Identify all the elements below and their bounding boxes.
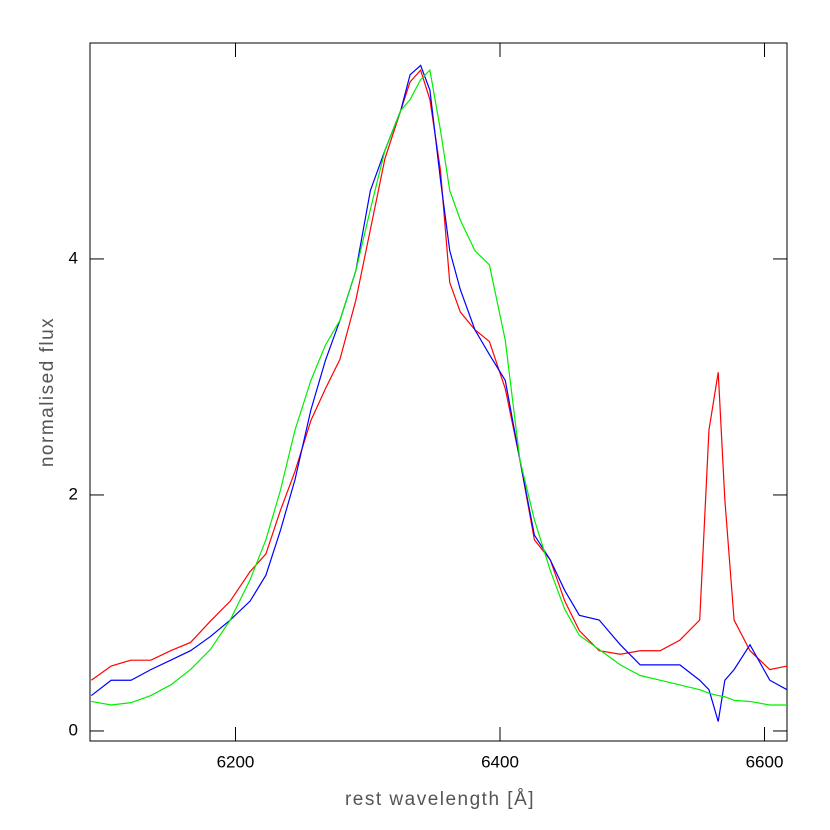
y-tick-label: 4 [69, 248, 78, 267]
data-line [91, 68, 787, 706]
y-tick-label: 2 [69, 484, 78, 503]
data-line [90, 68, 788, 681]
x-axis-label: rest wavelength [Å] [345, 789, 535, 810]
y-tick-label: 0 [69, 720, 78, 739]
x-tick-label: 6200 [217, 752, 255, 771]
x-tick-label: 6600 [746, 752, 784, 771]
data-line [90, 64, 788, 722]
plot-frame [89, 42, 788, 742]
x-tick-label: 6400 [481, 752, 519, 771]
y-axis-label: normalised flux [37, 317, 58, 467]
